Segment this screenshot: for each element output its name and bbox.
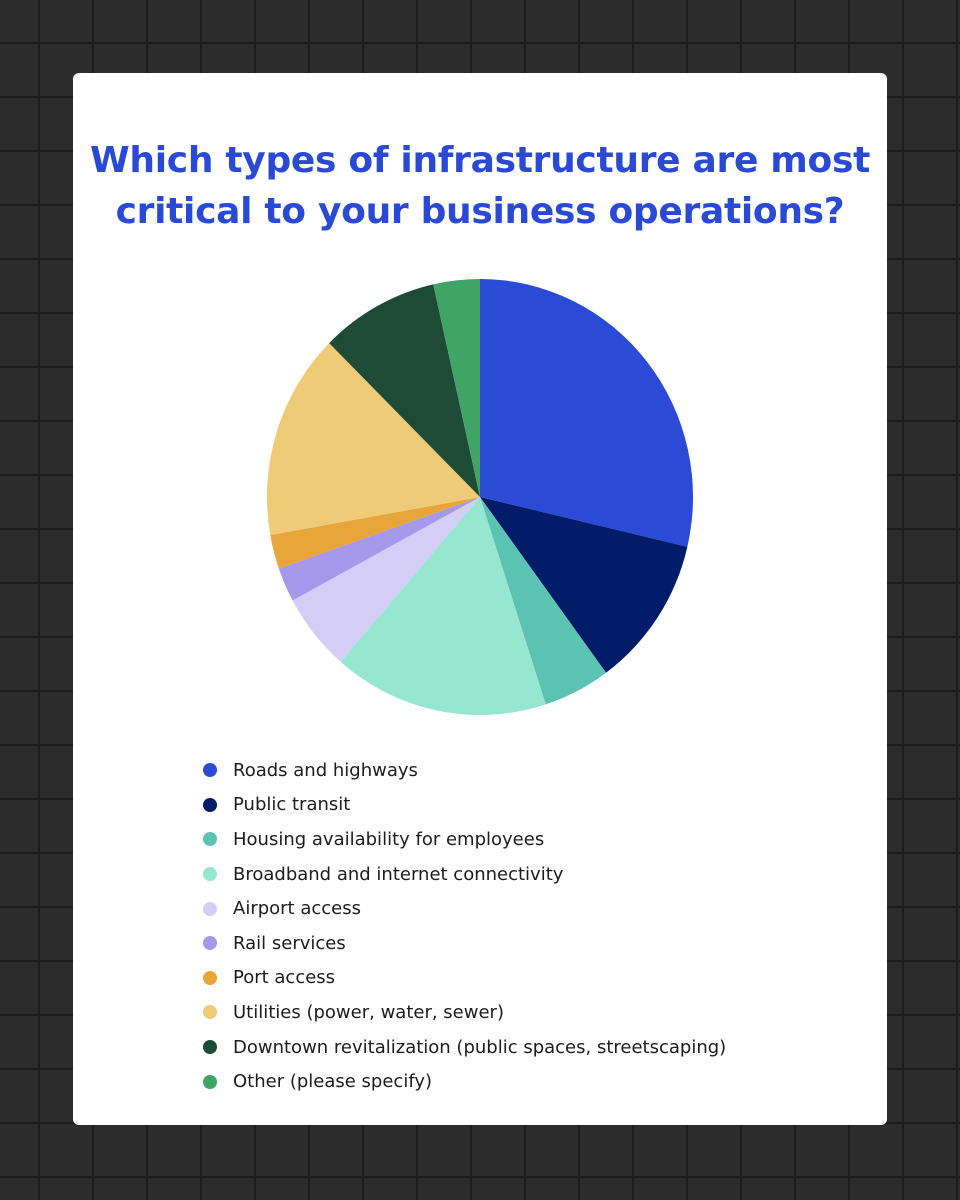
legend-label: Airport access <box>233 898 361 920</box>
legend-swatch <box>203 1040 217 1055</box>
pie-slice-9 <box>329 284 480 497</box>
legend-label: Housing availability for employees <box>233 828 545 850</box>
legend-item: Airport access <box>203 891 726 926</box>
legend-label: Broadband and internet connectivity <box>233 863 564 885</box>
legend-label: Downtown revitalization (public spaces, … <box>233 1036 727 1058</box>
legend-item: Public transit <box>203 788 726 823</box>
chart-legend: Roads and highways Public transit Housing … <box>203 753 726 1099</box>
pie-slice-8 <box>266 343 480 535</box>
pie-slice-1 <box>480 279 693 547</box>
chart-card: Which types of infrastructure are most c… <box>73 73 887 1125</box>
chart-title: Which types of infrastructure are most c… <box>73 135 887 237</box>
legend-swatch <box>203 901 217 916</box>
legend-swatch <box>203 1074 217 1089</box>
pie-slice-5 <box>292 497 480 662</box>
chart-title-line-2: critical to your business operations? <box>115 191 845 232</box>
pie-slice-6 <box>278 497 480 601</box>
legend-item: Downtown revitalization (public spaces, … <box>203 1030 726 1065</box>
legend-item: Rail services <box>203 926 726 961</box>
legend-swatch <box>203 970 217 985</box>
chart-title-line-1: Which types of infrastructure are most <box>90 140 870 181</box>
pie-slice-7 <box>270 497 480 569</box>
legend-swatch <box>203 832 217 847</box>
legend-label: Other (please specify) <box>233 1071 433 1093</box>
legend-swatch <box>203 1005 217 1020</box>
legend-swatch <box>203 936 217 951</box>
legend-item: Other (please specify) <box>203 1064 726 1099</box>
legend-item: Housing availability for employees <box>203 822 726 857</box>
pie-slice-10 <box>433 279 480 497</box>
pie-slice-3 <box>480 497 607 705</box>
legend-swatch <box>203 763 217 778</box>
legend-item: Utilities (power, water, sewer) <box>203 995 726 1030</box>
legend-label: Public transit <box>233 794 351 816</box>
pie-slice-2 <box>480 497 688 673</box>
legend-item: Port access <box>203 961 726 996</box>
legend-label: Utilities (power, water, sewer) <box>233 1001 504 1023</box>
pie-slice-4 <box>340 497 546 715</box>
pie-chart <box>266 279 693 715</box>
legend-item: Roads and highways <box>203 753 726 788</box>
legend-label: Rail services <box>233 932 346 954</box>
legend-swatch <box>203 867 217 882</box>
legend-label: Roads and highways <box>233 759 418 781</box>
legend-label: Port access <box>233 967 336 989</box>
legend-item: Broadband and internet connectivity <box>203 857 726 892</box>
legend-swatch <box>203 797 217 812</box>
